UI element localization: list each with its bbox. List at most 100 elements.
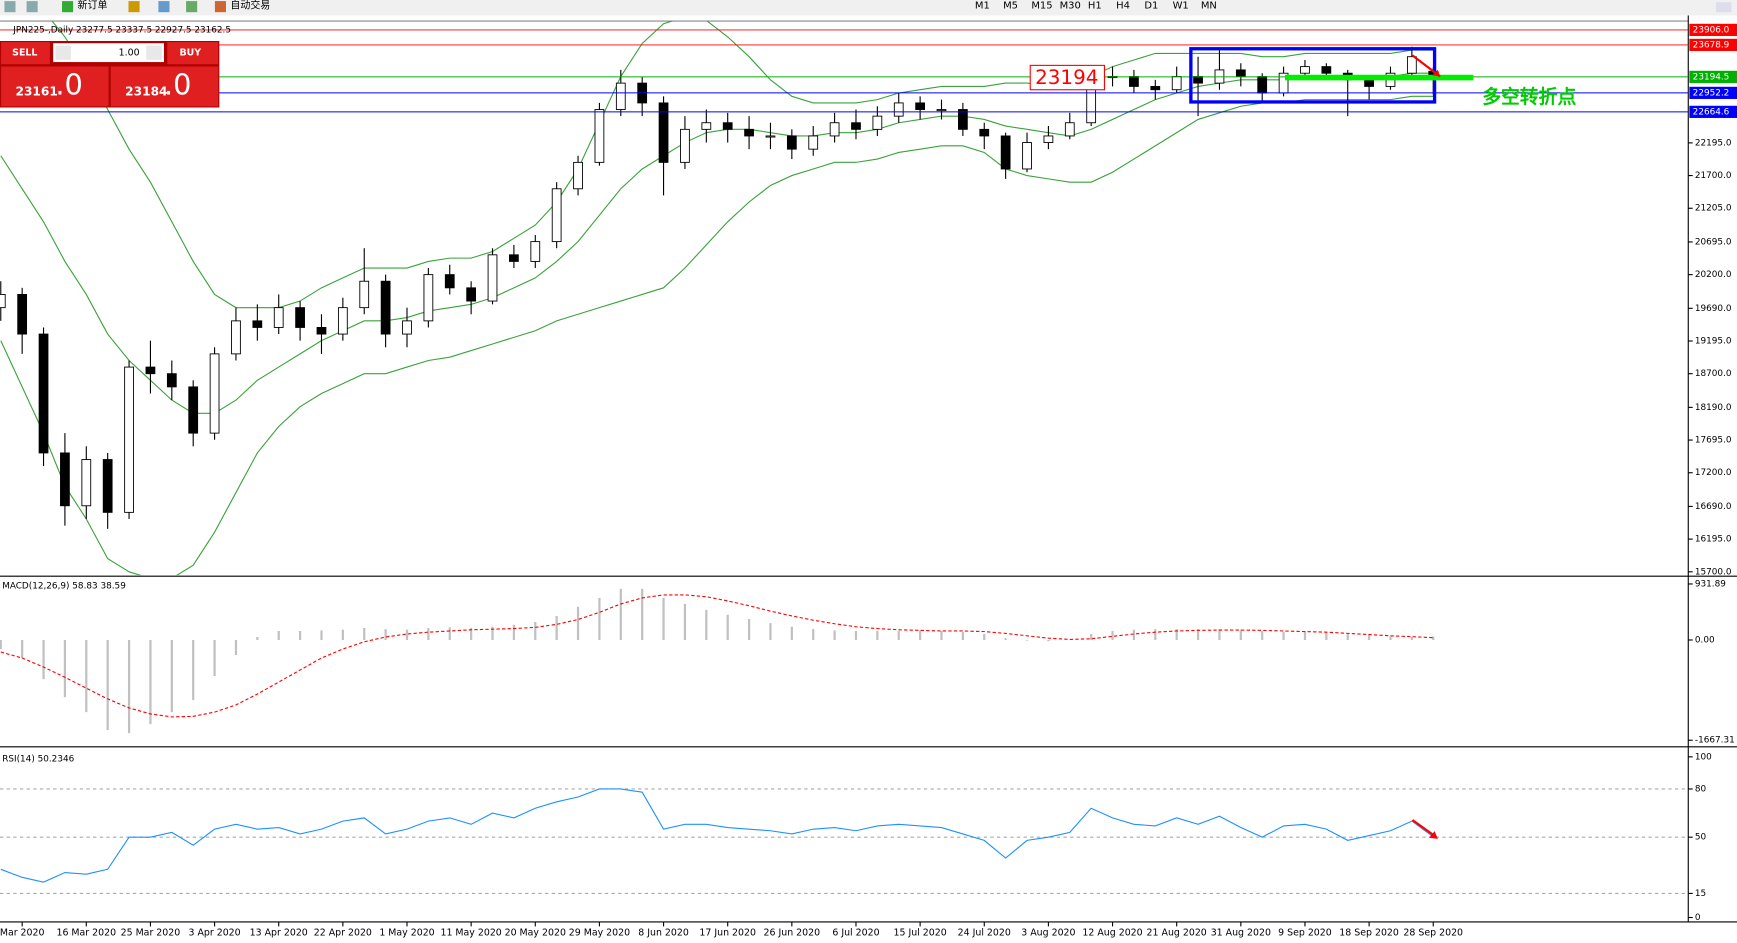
candle-body <box>209 353 220 434</box>
x-tick-label: 28 Sep 2020 <box>1403 928 1463 939</box>
candle-body <box>1193 76 1203 84</box>
candle-body <box>273 307 284 328</box>
sell-button[interactable] <box>1 42 50 65</box>
chart-bg <box>0 15 1737 943</box>
candle-body <box>337 307 348 335</box>
search[interactable] <box>1715 2 1732 13</box>
drawings: 23194 多空转折点 <box>1029 47 1577 839</box>
candle-body <box>402 320 412 335</box>
sell-price-box[interactable] <box>1 66 109 107</box>
buy-price-box[interactable] <box>110 66 219 107</box>
candle-body <box>124 366 134 513</box>
timeframe-button[interactable]: H1 <box>1088 1 1102 12</box>
candle-body <box>744 128 754 137</box>
band-lower <box>0 95 1434 576</box>
x-tick-label: 18 Sep 2020 <box>1339 928 1399 939</box>
candle-body <box>786 135 797 150</box>
candle-body <box>1150 85 1161 91</box>
arrow-head <box>1432 69 1441 77</box>
buy-price[interactable]: 23184 <box>125 84 167 98</box>
y-tick-label: 21700.0 <box>1695 171 1732 181</box>
lot-field[interactable] <box>53 43 164 63</box>
candle-body <box>765 135 776 138</box>
toolbar: 新订单 自动交易 M1 M5 M15 M30 H1 H4 D1 W1 MN <box>0 0 1737 16</box>
candle-body <box>1257 76 1268 94</box>
sell-label[interactable]: SELL <box>12 48 37 59</box>
candle-body <box>915 102 925 110</box>
candle-body <box>295 307 305 328</box>
candle-body <box>1300 66 1310 74</box>
timeframe-button[interactable]: W1 <box>1173 1 1189 12</box>
timeframe-button[interactable]: M15 <box>1031 1 1052 12</box>
candle-body <box>1064 122 1075 137</box>
candle-body <box>444 274 455 289</box>
buy-price-tail[interactable]: .0 <box>164 67 191 101</box>
candle-body <box>808 135 819 150</box>
candle-body <box>166 373 177 388</box>
price-level-tag <box>1689 23 1737 36</box>
candle-body <box>380 280 391 335</box>
lot-down[interactable] <box>55 45 71 60</box>
y-tick-label: 0.00 <box>1695 635 1715 645</box>
timeframe-button[interactable]: MN <box>1201 1 1217 12</box>
candle-body <box>958 109 968 130</box>
icon[interactable] <box>186 1 198 13</box>
y-tick-label: 19690.0 <box>1695 304 1732 314</box>
timeframe-button[interactable]: D1 <box>1144 1 1158 12</box>
candle-body <box>81 459 92 507</box>
x-tick-label: 8 Jun 2020 <box>638 928 689 939</box>
icon[interactable] <box>26 1 38 13</box>
candle-body <box>872 115 883 130</box>
rsi-pane <box>0 788 1689 894</box>
timeframe-button[interactable]: H4 <box>1116 1 1130 12</box>
x-tick-label: 6 Jul 2020 <box>832 928 879 939</box>
candle-body <box>658 102 669 163</box>
candle-body <box>1171 76 1182 91</box>
x-tick-label: 11 May 2020 <box>440 928 501 939</box>
candle-body <box>17 293 28 335</box>
x-tick-label: 1 May 2020 <box>379 928 434 939</box>
price-pane <box>0 21 1689 576</box>
new-order-button[interactable]: 新订单 <box>78 0 108 12</box>
candle-body <box>252 320 263 328</box>
timeframe-button[interactable]: M30 <box>1060 1 1081 12</box>
candle-body <box>829 122 840 137</box>
y-tick-label: 16195.0 <box>1695 535 1732 545</box>
icon[interactable] <box>158 1 170 13</box>
buy-button[interactable] <box>167 42 219 65</box>
icon[interactable] <box>4 1 16 13</box>
candle-body <box>594 109 605 163</box>
macd-pane <box>0 588 1435 734</box>
sell-price-tail[interactable]: .0 <box>55 67 82 101</box>
candle-body <box>38 333 49 454</box>
candle-body <box>145 366 156 375</box>
chart-header: JPN225-,Daily 23277.5 23337.5 22927.5 23… <box>12 25 231 35</box>
timeframe-button[interactable]: M1 <box>975 1 990 12</box>
candle-body <box>316 327 327 335</box>
candle-body <box>551 188 562 243</box>
y-tick-label: 19195.0 <box>1695 336 1732 346</box>
x-tick-label: 16 Mar 2020 <box>56 928 116 939</box>
band-middle <box>0 72 1434 414</box>
sell-price[interactable]: 23161 <box>16 84 58 98</box>
icon[interactable] <box>214 1 226 13</box>
y-tick-label: 17200.0 <box>1695 468 1732 478</box>
rsi-line <box>0 788 1434 883</box>
y-tick-label: 16690.0 <box>1695 502 1732 512</box>
icon[interactable] <box>62 1 74 13</box>
auto-trading-button[interactable]: 自动交易 <box>230 0 270 12</box>
x-tick-label: 3 Apr 2020 <box>188 928 240 939</box>
candle-body <box>936 109 947 112</box>
icon[interactable] <box>128 1 140 13</box>
lot-value[interactable]: 1.00 <box>119 48 140 59</box>
candle-body <box>1364 79 1374 87</box>
lot-up[interactable] <box>146 45 162 60</box>
y-tick-label: 100 <box>1695 752 1712 762</box>
y-tick-label: 20695.0 <box>1695 237 1732 247</box>
y-tick-label: -1667.31 <box>1695 736 1735 746</box>
timeframe-button[interactable]: M5 <box>1003 1 1018 12</box>
buy-label[interactable]: BUY <box>179 48 201 59</box>
x-tick-label: 3 Aug 2020 <box>1021 928 1075 939</box>
x-tick-label: 17 Jun 2020 <box>699 928 756 939</box>
